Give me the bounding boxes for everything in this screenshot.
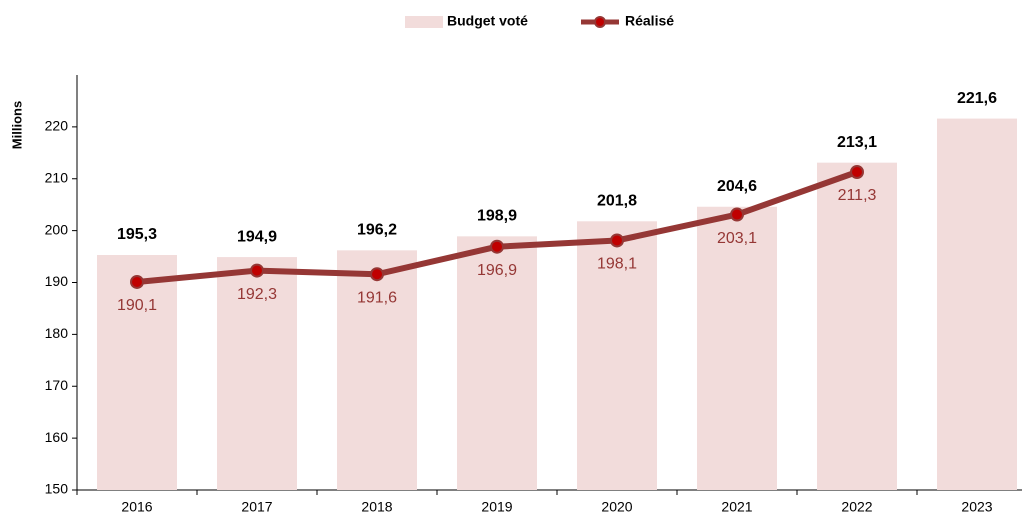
y-tick-label: 160	[45, 429, 69, 445]
bar-value-label: 195,3	[117, 226, 157, 243]
y-tick-label: 150	[45, 481, 69, 497]
bar-value-label: 194,9	[237, 228, 277, 245]
line-marker	[610, 233, 624, 248]
y-tick-label: 170	[45, 377, 69, 393]
bar	[457, 236, 537, 490]
y-tick-label: 220	[45, 118, 69, 134]
line-value-label: 211,3	[838, 187, 877, 204]
bar	[97, 255, 177, 490]
y-tick-label: 200	[45, 221, 69, 237]
bar	[337, 250, 417, 490]
bar-value-label: 213,1	[837, 134, 877, 151]
x-tick-label: 2016	[121, 499, 152, 515]
x-tick-label: 2020	[601, 499, 632, 515]
legend-label: Réalisé	[625, 13, 674, 29]
bar-value-label: 196,2	[357, 222, 397, 239]
y-tick-label: 210	[45, 169, 69, 185]
y-axis-label: Millions	[9, 101, 24, 149]
x-tick-label: 2022	[841, 499, 872, 515]
x-tick-label: 2021	[721, 499, 752, 515]
bar	[697, 206, 777, 490]
x-tick-label: 2017	[241, 499, 272, 515]
legend-label: Budget voté	[447, 13, 528, 29]
bar	[217, 257, 297, 490]
line-marker	[370, 267, 384, 282]
bar	[817, 162, 897, 490]
x-tick-label: 2018	[361, 499, 392, 515]
line-value-label: 203,1	[717, 230, 757, 247]
line-marker	[130, 274, 144, 289]
bar-value-label: 204,6	[717, 178, 757, 195]
y-tick-label: 190	[45, 273, 69, 289]
line-value-label: 191,6	[357, 289, 397, 306]
line-marker	[490, 239, 504, 254]
bar-value-label: 198,9	[477, 208, 517, 225]
bar	[937, 118, 1017, 490]
legend-swatch	[405, 16, 443, 28]
bar-value-label: 201,8	[597, 193, 637, 210]
line-value-label: 198,1	[597, 256, 637, 273]
y-tick-label: 180	[45, 325, 69, 341]
bar-value-label: 221,6	[957, 90, 997, 107]
legend-marker	[594, 16, 606, 28]
line-value-label: 192,3	[237, 286, 277, 303]
x-tick-label: 2019	[481, 499, 512, 515]
bar	[577, 221, 657, 490]
x-tick-label: 2023	[961, 499, 992, 515]
line-marker	[850, 165, 864, 180]
line-marker	[730, 207, 744, 222]
line-value-label: 196,9	[477, 262, 517, 279]
line-value-label: 190,1	[117, 297, 157, 314]
line-marker	[250, 263, 264, 278]
